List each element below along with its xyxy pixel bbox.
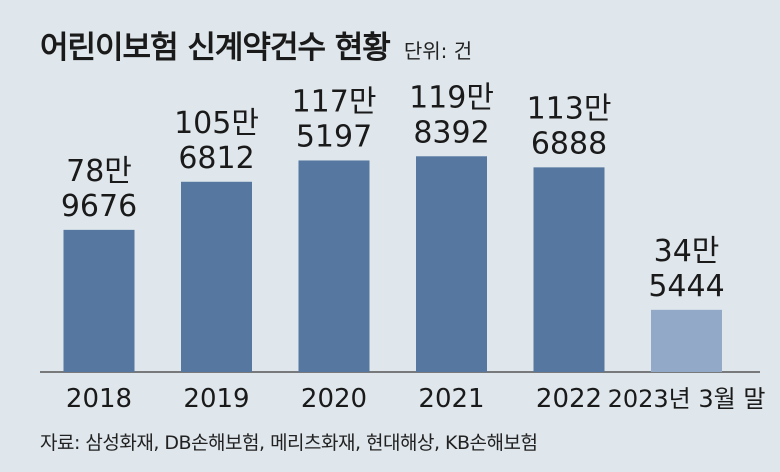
value-label-2020-1: 117만: [292, 84, 377, 119]
value-label-2023년 3월 말-1: 34만: [654, 234, 720, 269]
value-label-2022-2: 6888: [531, 126, 607, 161]
bar-2023년 3월 말: [651, 309, 722, 372]
category-label-2019: 2019: [183, 384, 249, 414]
category-label-2018: 2018: [66, 384, 132, 414]
bar-2021: [416, 156, 487, 372]
value-label-2023년 3월 말-2: 5444: [648, 269, 724, 304]
value-label-2022-1: 113만: [527, 91, 612, 126]
value-label-2018-2: 9676: [61, 189, 137, 224]
category-label-2023년 3월 말: 2023년 3월 말: [608, 385, 766, 413]
bar-2020: [298, 160, 370, 372]
value-label-2019-2: 6812: [178, 141, 254, 176]
value-label-2019-1: 105만: [174, 106, 259, 141]
bar-2019: [181, 181, 252, 372]
title-row: 어린이보험 신계약건수 현황 단위: 건: [40, 22, 472, 67]
value-label-2018-1: 78만: [66, 154, 132, 189]
bar-2018: [63, 229, 135, 372]
category-label-2021: 2021: [418, 384, 484, 414]
value-label-2021-1: 119만: [409, 80, 494, 115]
category-label-2020: 2020: [301, 384, 367, 414]
chart-title: 어린이보험 신계약건수 현황: [40, 30, 391, 66]
value-label-2021-2: 8392: [413, 115, 489, 150]
source-note: 자료: 삼성화재, DB손해보험, 메리츠화재, 현대해상, KB손해보험: [40, 432, 538, 454]
category-label-2022: 2022: [536, 384, 602, 414]
value-label-2020-2: 5197: [296, 119, 372, 154]
bar-2022: [533, 167, 605, 372]
unit-label: 단위: 건: [403, 39, 473, 63]
